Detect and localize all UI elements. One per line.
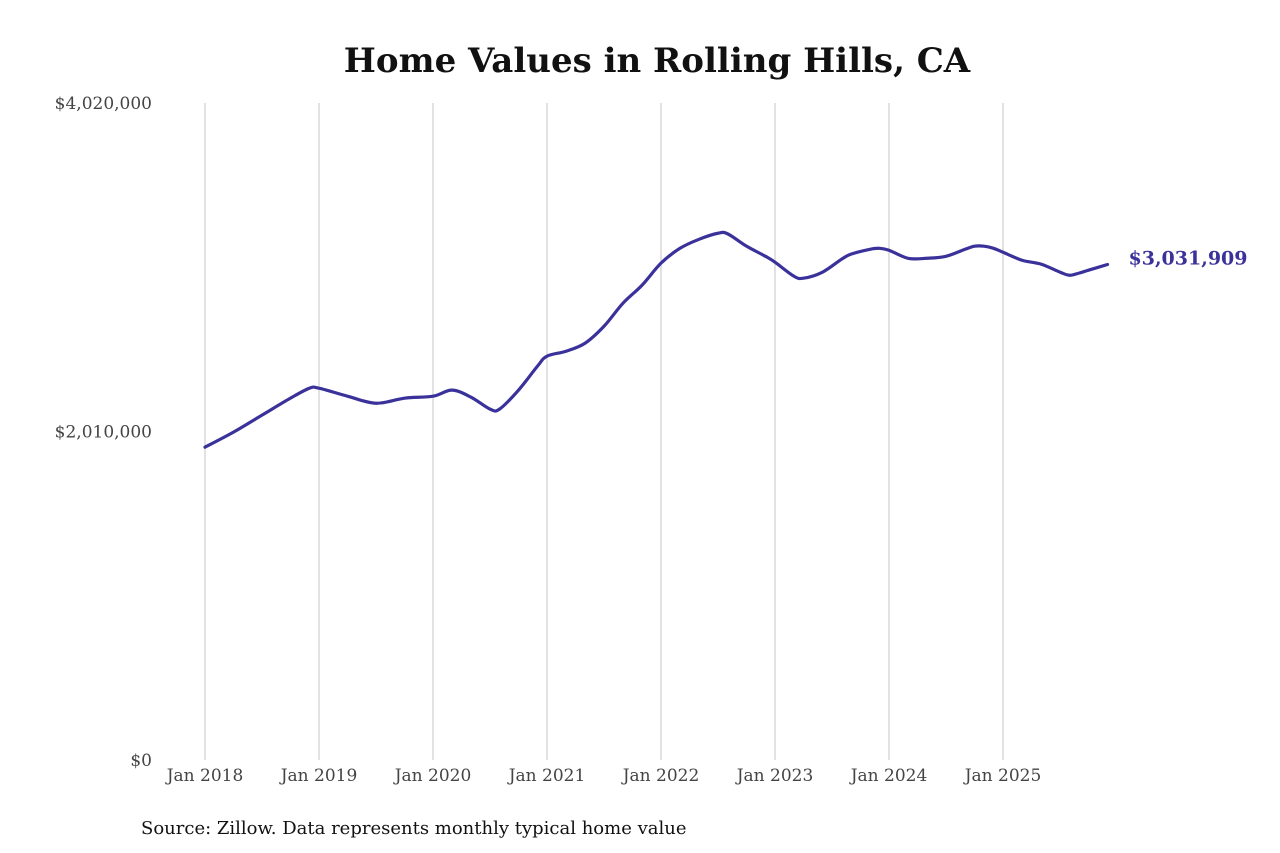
x-tick-label: Jan 2021 (507, 766, 586, 786)
y-tick-label: $2,010,000 (55, 423, 152, 443)
end-value-label: $3,031,909 (1129, 247, 1248, 269)
y-tick-label: $4,020,000 (55, 94, 152, 114)
x-tick-label: Jan 2023 (735, 766, 814, 786)
x-tick-label: Jan 2018 (165, 766, 244, 786)
source-note: Source: Zillow. Data represents monthly … (141, 818, 687, 839)
x-tick-label: Jan 2024 (849, 766, 928, 786)
y-tick-label: $0 (130, 751, 152, 771)
x-tick-label: Jan 2022 (621, 766, 700, 786)
chart-title: Home Values in Rolling Hills, CA (344, 41, 971, 81)
series-line (203, 230, 1110, 449)
x-tick-label: Jan 2020 (393, 766, 472, 786)
x-tick-label: Jan 2019 (279, 766, 358, 786)
x-tick-label: Jan 2025 (963, 766, 1042, 786)
